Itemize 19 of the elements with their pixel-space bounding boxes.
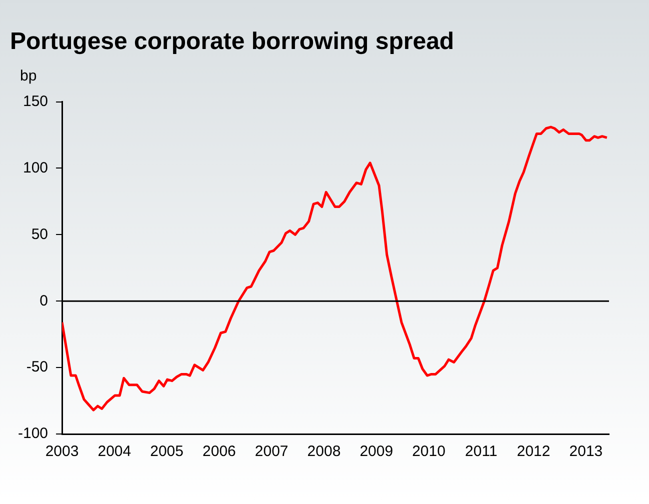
x-tick-label: 2009 — [360, 443, 394, 460]
y-axis-title: bp — [20, 67, 37, 84]
x-tick-label: 2007 — [254, 443, 288, 460]
x-tick-label: 2004 — [98, 443, 132, 460]
x-tick-label: 2012 — [516, 443, 550, 460]
y-tick-label: 0 — [40, 292, 48, 310]
y-tick-label: 50 — [31, 226, 48, 243]
y-tick-label: -50 — [26, 358, 48, 376]
x-tick-label: 2011 — [465, 443, 498, 460]
chart-title: Portugese corporate borrowing spread — [10, 28, 454, 56]
x-tick-label: 2003 — [45, 443, 79, 460]
y-tick-label: 100 — [22, 159, 48, 176]
y-tick-label: 150 — [22, 92, 48, 110]
x-tick-label: 2013 — [569, 443, 603, 460]
y-tick-label: -100 — [18, 425, 48, 442]
x-tick-label: 2006 — [202, 443, 236, 460]
x-tick-label: 2008 — [307, 443, 341, 460]
x-tick-label: 2005 — [150, 443, 184, 460]
x-tick-label: 2010 — [412, 443, 446, 460]
